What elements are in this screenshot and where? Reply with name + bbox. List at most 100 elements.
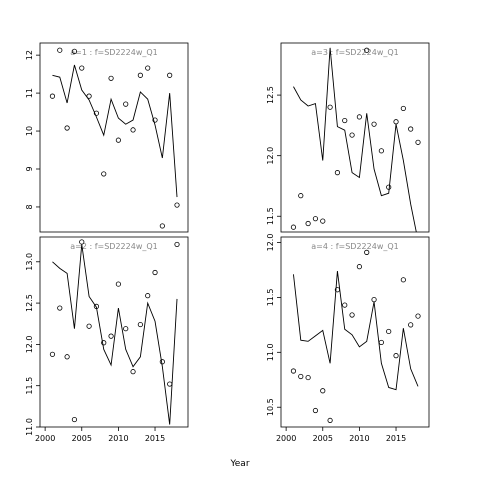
y-tick-label: 12: [25, 50, 34, 60]
data-point: [108, 75, 114, 81]
data-point: [167, 381, 173, 387]
data-point: [57, 47, 63, 53]
data-point: [152, 117, 158, 123]
data-point: [312, 216, 319, 222]
y-tick-label: 11.5: [25, 377, 34, 395]
data-point: [378, 339, 384, 346]
y-tick-label: 11: [25, 88, 34, 98]
data-point: [408, 322, 414, 328]
plot-area: [290, 249, 421, 424]
plot-area: [49, 239, 180, 425]
data-point: [290, 368, 297, 374]
data-point: [64, 354, 70, 360]
data-point: [130, 127, 136, 133]
data-point: [334, 170, 341, 176]
fitted-line: [52, 244, 178, 425]
data-point: [356, 114, 362, 120]
data-point: [57, 305, 63, 311]
panel-frame: [39, 42, 189, 233]
data-point: [101, 340, 107, 346]
panel-title: a=3 : f=SD2224w_Q1: [311, 48, 399, 57]
data-point: [364, 47, 370, 53]
data-point: [86, 93, 92, 99]
y-tick-label: 13.0: [25, 253, 34, 271]
data-point: [159, 359, 165, 365]
data-point: [298, 193, 304, 199]
data-point: [305, 220, 311, 227]
data-point: [408, 126, 414, 132]
y-tick-label: 11.5: [266, 207, 275, 225]
y-tick-label: 12.5: [25, 294, 34, 312]
data-point: [167, 72, 173, 78]
data-point: [342, 117, 348, 124]
data-point: [342, 302, 348, 308]
data-point: [93, 110, 100, 116]
fitted-line: [293, 270, 419, 391]
y-tick-label: 10: [25, 126, 34, 136]
data-point: [290, 224, 297, 230]
data-point: [145, 65, 151, 71]
plot-area: [290, 47, 421, 232]
data-point: [145, 293, 151, 299]
panel-title: a=4 : f=SD2224w_Q1: [311, 242, 399, 251]
data-point: [378, 148, 384, 154]
data-point: [71, 48, 78, 54]
data-point: [400, 105, 406, 112]
data-point: [327, 417, 333, 424]
x-tick-label: 2005: [72, 434, 92, 443]
y-tick-label: 12.0: [25, 335, 34, 353]
data-point: [371, 121, 377, 127]
data-point: [386, 328, 392, 335]
x-axis-label: Year: [229, 459, 249, 469]
y-tick-label: 11.0: [266, 343, 275, 361]
x-tick-label: 2005: [313, 434, 333, 443]
data-point: [49, 93, 56, 99]
data-point: [393, 353, 399, 359]
y-tick-label: 8: [25, 204, 34, 209]
data-point: [415, 139, 421, 145]
fitted-line: [293, 47, 417, 232]
data-point: [305, 374, 311, 381]
data-point: [49, 351, 56, 357]
data-point: [137, 72, 143, 78]
x-tick-label: 2000: [276, 434, 296, 443]
x-tick-label: 2015: [386, 434, 406, 443]
y-tick-label: 12.5: [266, 86, 275, 104]
data-point: [415, 313, 421, 319]
data-point: [349, 132, 355, 138]
y-tick-label: 12.0: [266, 147, 275, 165]
x-tick-label: 2010: [349, 434, 369, 443]
data-point: [356, 264, 362, 270]
data-point: [386, 184, 392, 190]
data-point: [327, 104, 333, 110]
data-point: [174, 202, 180, 208]
data-point: [137, 321, 143, 328]
data-point: [364, 249, 370, 255]
data-point: [159, 223, 165, 229]
data-point: [298, 373, 304, 380]
x-tick-label: 2000: [35, 434, 55, 443]
data-point: [371, 297, 377, 303]
data-point: [79, 65, 85, 71]
panel-frame: [39, 236, 189, 428]
data-point: [115, 137, 121, 143]
data-point: [320, 218, 326, 224]
panel-title: a=2 : f=SD2224w_Q1: [70, 242, 158, 251]
data-point: [115, 281, 121, 287]
data-point: [393, 119, 399, 125]
panel-title: a=1 : f=SD2224w_Q1: [70, 48, 158, 57]
data-point: [101, 171, 107, 177]
fitted-line: [52, 64, 178, 198]
data-point: [108, 333, 114, 339]
data-point: [152, 269, 158, 276]
data-point: [71, 416, 78, 423]
plot-area: [49, 47, 180, 229]
data-point: [64, 125, 70, 131]
data-point: [86, 323, 92, 329]
y-tick-label: 10.5: [266, 398, 275, 416]
data-point: [312, 407, 319, 414]
y-tick-label: 12.0: [266, 234, 275, 252]
y-tick-label: 9: [25, 166, 34, 171]
